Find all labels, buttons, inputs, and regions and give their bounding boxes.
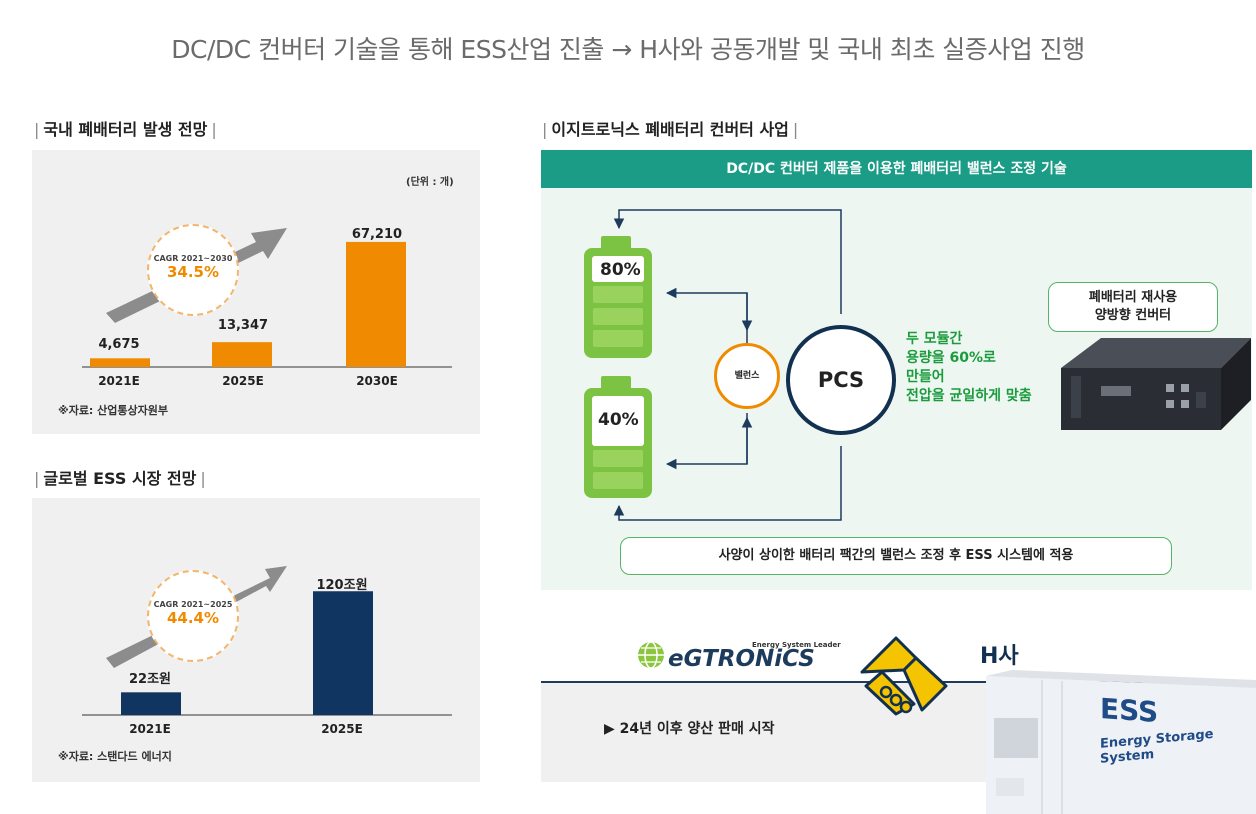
globe-icon: [638, 641, 664, 669]
title-divider: |: [34, 469, 40, 488]
bar-value-2030: 67,210: [351, 227, 403, 242]
converter-label-line: 폐배터리 재사용: [1088, 290, 1178, 305]
section-title-converter: | 이지트로닉스 폐배터리 컨버터 사업 |: [538, 116, 802, 140]
ess-apply-box: 사양이 상이한 배터리 팩간의 밸런스 조정 후 ESS 시스템에 적용: [620, 537, 1172, 575]
title-divider: |: [211, 120, 217, 139]
logo-tagline: Energy System Leader: [752, 641, 841, 649]
section-title-text: 국내 폐배터리 발생 전망: [43, 120, 208, 139]
section-title-text: 이지트로닉스 폐배터리 컨버터 사업: [551, 120, 789, 139]
egtronics-logo: eGTRONiCS: [668, 646, 815, 672]
category-2021: 2021E: [129, 722, 171, 736]
pcs-desc-line: 전압을 균일하게 맞춤: [906, 388, 1032, 404]
battery-icon-40: [584, 376, 652, 498]
domestic-chart: [82, 228, 452, 368]
cagr-label: CAGR 2021~2030: [153, 254, 233, 263]
section-title-text: 글로벌 ESS 시장 전망: [43, 469, 197, 488]
battery-80-label: 80%: [600, 260, 641, 280]
category-2030: 2030E: [356, 374, 398, 388]
source-domestic: ※자료: 산업통상자원부: [58, 404, 169, 417]
title-divider: |: [34, 120, 40, 139]
global-bar-2025E: [313, 591, 373, 715]
partners-divider: [541, 681, 1252, 683]
category-2025: 2025E: [222, 374, 264, 388]
category-2025: 2025E: [321, 722, 363, 736]
flow-arrows: [613, 209, 842, 521]
pcs-desc-line: 용량을 60%로: [906, 350, 996, 366]
cagr-badge-domestic: CAGR 2021~2030 34.5%: [147, 224, 239, 316]
section-title-global-ess: | 글로벌 ESS 시장 전망 |: [30, 465, 210, 489]
battery-icon-80: [584, 236, 652, 358]
converter-label-box: 폐배터리 재사용 양방향 컨버터: [1048, 282, 1218, 332]
domestic-bar-2021E: [90, 358, 150, 367]
category-2021: 2021E: [98, 374, 140, 388]
global-chart-panel: [32, 498, 480, 782]
domestic-bar-2030E: [346, 241, 406, 367]
cagr-value: 44.4%: [166, 609, 220, 627]
title-divider: |: [200, 469, 206, 488]
title-divider: |: [792, 120, 799, 139]
domestic-bar-2025E: [212, 342, 272, 367]
converter-label-line: 양방향 컨버터: [1094, 308, 1172, 323]
ess-container-icon: [986, 670, 1256, 814]
global-bar-2021E: [121, 692, 181, 715]
pcs-desc-line: 만들어: [906, 369, 945, 385]
balance-diagram: [584, 209, 1251, 521]
cagr-badge-global: CAGR 2021~2025 44.4%: [147, 570, 239, 662]
bar-value-2025: 120조원: [316, 578, 368, 593]
battery-40-label: 40%: [598, 410, 639, 430]
cagr-label: CAGR 2021~2025: [153, 600, 233, 609]
pcs-desc-line: 두 모듈간: [906, 331, 963, 347]
handshake-icon: [860, 636, 948, 716]
pcs-description: 두 모듈간 용량을 60%로 만들어 전압을 균일하게 맞춤: [906, 330, 1032, 406]
diagram-header: DC/DC 컨버터 제품을 이용한 폐배터리 밸런스 조정 기술: [541, 150, 1252, 188]
mass-production-notice: ▶ 24년 이후 양산 판매 시작: [604, 721, 775, 737]
bar-value-2021: 4,675: [98, 337, 140, 352]
partner-h-label: H사: [980, 644, 1019, 669]
converter-device-icon: [1061, 338, 1251, 430]
bar-value-2025: 13,347: [217, 318, 269, 333]
section-title-domestic: | 국내 폐배터리 발생 전망 |: [30, 116, 221, 140]
bar-value-2021: 22조원: [128, 672, 171, 687]
cagr-value: 34.5%: [166, 263, 220, 281]
ess-big-label: ESS: [1100, 691, 1159, 730]
title-divider: |: [542, 120, 548, 139]
balance-node: 밸런스: [714, 343, 780, 409]
pcs-node: PCS: [786, 325, 896, 435]
global-chart: [82, 566, 452, 716]
unit-label: (단위 : 개): [406, 177, 454, 188]
source-global: ※자료: 스탠다드 에너지: [58, 750, 172, 763]
page-title: DC/DC 컨버터 기술을 통해 ESS산업 진출 → H사와 공동개발 및 국…: [171, 35, 1085, 64]
